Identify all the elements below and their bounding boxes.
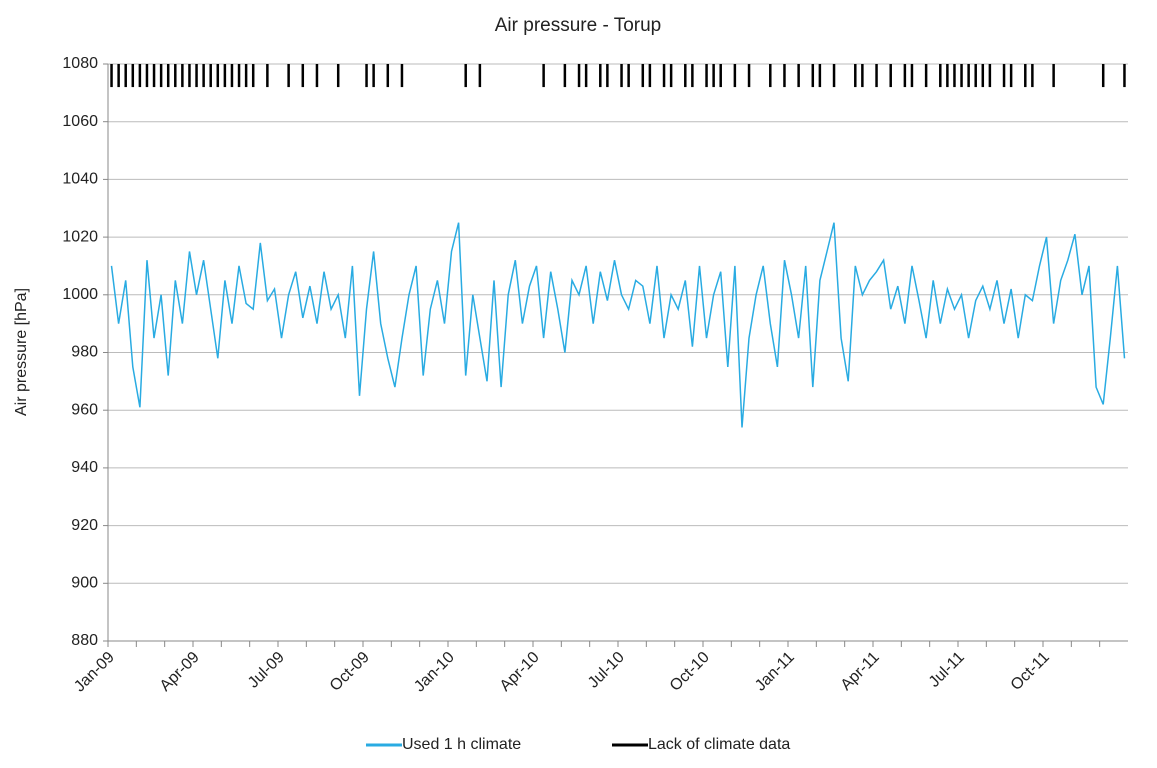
y-tick-label: 1040 <box>62 171 98 188</box>
x-tick-label: Apr-11 <box>838 649 883 694</box>
x-tick-label: Oct-09 <box>327 649 373 695</box>
y-tick-label: 940 <box>71 459 98 476</box>
y-tick-label: 1020 <box>62 228 98 245</box>
chart-title: Air pressure - Torup <box>495 15 662 36</box>
y-tick-label: 960 <box>71 401 98 418</box>
x-tick-label: Jan-09 <box>71 649 118 696</box>
y-tick-label: 1000 <box>62 286 98 303</box>
line-series <box>110 222 1126 428</box>
x-tick-label: Jul-09 <box>245 649 288 692</box>
y-tick-label: 880 <box>71 632 98 649</box>
x-tick-label: Jan-10 <box>411 649 458 696</box>
y-axis-label: Air pressure [hPa] <box>13 288 30 416</box>
y-tick-label: 900 <box>71 575 98 592</box>
y-tick-label: 1080 <box>62 55 98 72</box>
legend-label: Lack of climate data <box>648 736 790 753</box>
x-tick-label: Oct-10 <box>667 649 713 695</box>
x-tick-label: Apr-09 <box>157 649 203 695</box>
x-tick-label: Jul-11 <box>926 649 968 691</box>
x-tick-label: Jul-10 <box>585 649 628 692</box>
y-tick-label: 980 <box>71 344 98 361</box>
y-tick-label: 920 <box>71 517 98 534</box>
x-tick-label: Apr-10 <box>497 649 543 695</box>
x-tick-label: Oct-11 <box>1008 649 1053 694</box>
x-tick-label: Jan-11 <box>752 649 798 695</box>
y-tick-label: 1060 <box>62 113 98 130</box>
legend-label: Used 1 h climate <box>402 736 521 753</box>
